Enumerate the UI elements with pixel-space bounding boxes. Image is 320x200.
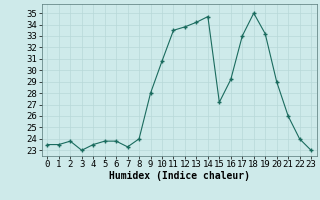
X-axis label: Humidex (Indice chaleur): Humidex (Indice chaleur) <box>109 171 250 181</box>
